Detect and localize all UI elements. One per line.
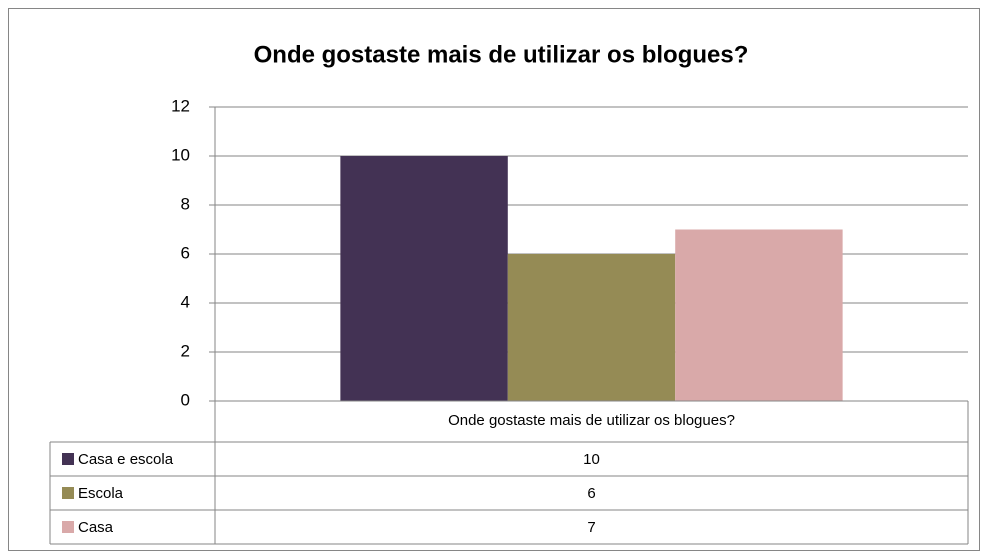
table-value: 6 [587, 485, 595, 502]
bar [675, 229, 843, 401]
legend-key [62, 453, 74, 465]
y-tick-label: 6 [181, 243, 190, 262]
y-tick-label: 4 [181, 292, 190, 311]
table-value: 10 [583, 451, 600, 468]
bar [340, 156, 508, 401]
table-value: 7 [587, 519, 595, 536]
legend-label: Escola [78, 485, 124, 502]
legend-label: Casa e escola [78, 451, 174, 468]
x-tick-label: Onde gostaste mais de utilizar os blogue… [448, 412, 735, 429]
bar [507, 254, 676, 401]
y-tick-label: 2 [181, 341, 190, 360]
legend-key [62, 521, 74, 533]
y-tick-label: 8 [181, 194, 190, 213]
y-tick-label: 12 [171, 96, 190, 115]
chart-title: Onde gostaste mais de utilizar os blogue… [254, 41, 749, 68]
legend-key [62, 487, 74, 499]
legend-label: Casa [78, 519, 114, 536]
y-tick-label: 0 [181, 390, 190, 409]
y-tick-label: 10 [171, 145, 190, 164]
